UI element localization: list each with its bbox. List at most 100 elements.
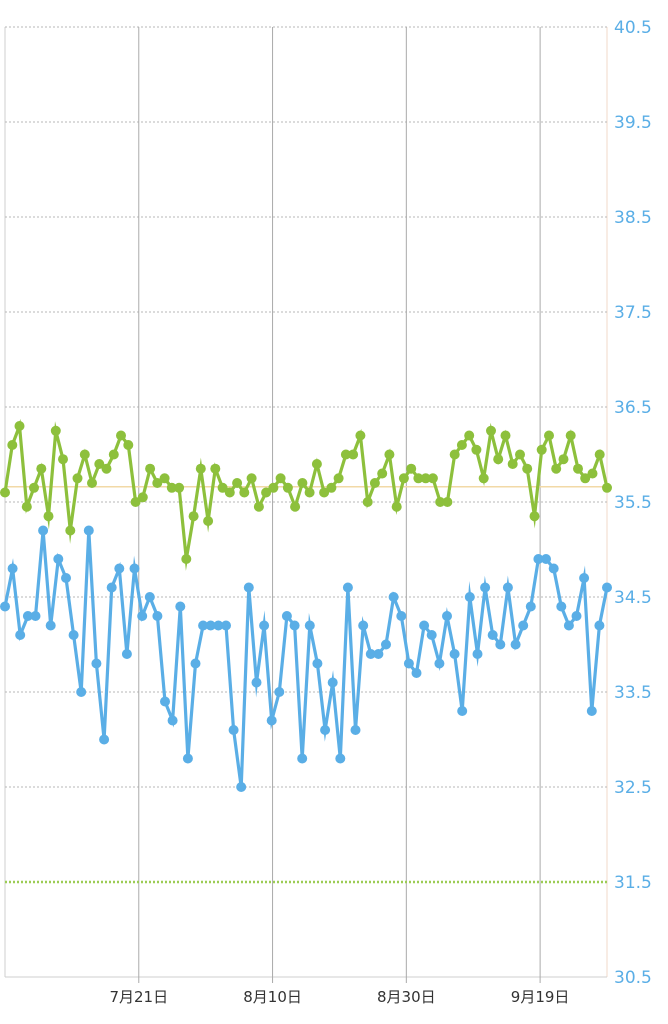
data-point: [320, 725, 331, 735]
data-point: [281, 611, 292, 621]
data-point: [312, 658, 323, 669]
data-point: [471, 444, 482, 455]
data-point: [311, 459, 322, 469]
data-point: [290, 501, 301, 512]
data-point: [221, 620, 231, 631]
data-point: [362, 497, 373, 507]
y-tick-label: 40.5: [614, 18, 652, 38]
series-line: [3, 530, 609, 788]
data-point: [282, 482, 293, 493]
data-point: [478, 473, 489, 484]
data-point: [167, 715, 178, 726]
data-point: [571, 611, 582, 621]
data-point: [586, 706, 597, 716]
data-point: [377, 468, 388, 479]
data-point: [502, 582, 513, 593]
data-point: [587, 468, 598, 479]
data-point: [243, 582, 254, 593]
x-tick-label: 7月21日: [109, 988, 168, 1006]
data-point: [326, 482, 337, 493]
data-point: [266, 715, 277, 726]
data-point: [232, 478, 243, 488]
data-point: [30, 611, 41, 621]
data-point: [123, 440, 134, 450]
data-point: [190, 658, 201, 669]
data-point: [358, 620, 369, 631]
data-point: [536, 444, 547, 455]
horizontal-gridlines: [5, 26, 607, 978]
data-point: [563, 620, 574, 631]
y-tick-label: 38.5: [614, 208, 652, 228]
data-point: [160, 696, 170, 707]
data-point: [500, 430, 511, 441]
data-point: [594, 449, 605, 460]
data-point: [411, 668, 422, 678]
data-point: [144, 592, 155, 602]
data-point: [68, 630, 79, 640]
data-point: [522, 463, 533, 474]
data-point: [602, 482, 612, 493]
series-1: [0, 418, 612, 571]
data-point: [130, 497, 141, 507]
data-point: [83, 525, 94, 536]
data-point: [116, 430, 126, 441]
data-point: [181, 554, 192, 564]
data-point: [15, 630, 26, 640]
data-point: [419, 620, 430, 631]
data-point: [174, 482, 185, 493]
data-point: [236, 782, 247, 792]
data-point: [145, 463, 156, 474]
data-point: [76, 687, 87, 697]
data-point: [259, 620, 270, 631]
data-point: [175, 601, 186, 612]
y-tick-label: 30.5: [614, 968, 652, 988]
y-tick-label: 34.5: [614, 588, 652, 608]
data-point: [340, 449, 351, 460]
data-point: [239, 487, 250, 498]
data-point: [43, 511, 54, 522]
data-point: [381, 639, 391, 650]
y-tick-label: 37.5: [614, 303, 652, 323]
y-axis-tick-labels: 40.5 39.5 38.5 37.5 36.5 35.5 34.5 33.5 32.5 31.5…: [614, 18, 652, 988]
series-layer: [0, 418, 612, 792]
data-point: [22, 611, 33, 621]
data-point: [507, 459, 518, 469]
data-point: [121, 649, 132, 659]
data-point: [251, 677, 262, 688]
data-point: [442, 611, 452, 621]
data-point: [99, 734, 110, 745]
data-point: [369, 478, 380, 488]
data-point: [72, 473, 83, 484]
series-2: [0, 525, 612, 792]
data-point: [579, 573, 590, 583]
data-point: [558, 454, 569, 465]
data-point: [58, 454, 68, 465]
data-point: [373, 649, 384, 659]
data-point: [289, 620, 300, 631]
data-point: [556, 601, 567, 612]
data-point: [565, 430, 576, 441]
data-point: [327, 677, 338, 688]
data-point: [38, 525, 49, 536]
data-point: [350, 725, 361, 735]
data-point: [548, 563, 559, 574]
data-point: [224, 487, 235, 498]
data-point: [333, 473, 344, 484]
data-point: [137, 492, 148, 503]
data-point: [544, 430, 554, 441]
data-point: [166, 482, 177, 493]
data-point: [573, 463, 583, 474]
data-point: [29, 482, 39, 493]
data-point: [456, 440, 467, 450]
data-point: [396, 611, 407, 621]
data-point: [198, 620, 209, 631]
data-point: [188, 511, 199, 522]
data-point: [61, 573, 71, 583]
data-point: [348, 449, 359, 460]
data-point: [275, 473, 286, 484]
y-tick-label: 33.5: [614, 683, 652, 703]
data-point: [87, 478, 97, 488]
data-point: [304, 487, 315, 498]
data-point: [261, 487, 272, 498]
